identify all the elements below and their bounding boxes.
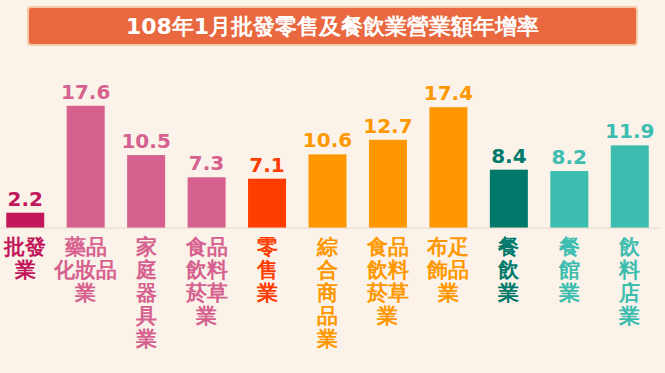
data-label: 8.2: [552, 145, 587, 169]
title: 108年1月批發零售及餐飲業營業額年增率: [126, 14, 539, 39]
category-label: 零售業: [256, 235, 278, 305]
bar: [490, 170, 528, 228]
data-label: 2.2: [8, 187, 43, 211]
data-label: 17.4: [424, 81, 473, 105]
category-label: 飲料店業: [618, 235, 641, 328]
category-label: 批發業: [3, 235, 46, 282]
chart: 108年1月批發零售及餐飲業營業額年增率 2.2 批發業 17.6 藥品化妝品業 10.5…: [0, 0, 665, 373]
category-label: 綜合商品業: [316, 235, 338, 351]
bar: [248, 179, 286, 228]
labels: 2.2 批發業 17.6 藥品化妝品業 10.5 家庭器具業 7.3 食品飲料菸草業 7.1 零售…: [3, 80, 654, 351]
bar: [67, 106, 105, 228]
bar: [6, 213, 44, 228]
data-label: 7.1: [249, 153, 284, 177]
data-label: 10.6: [303, 128, 352, 152]
bar: [550, 171, 588, 228]
data-label: 12.7: [363, 114, 412, 138]
title-banner: [28, 7, 637, 45]
bar: [611, 145, 649, 228]
bar: [127, 155, 165, 228]
category-label: 藥品化妝品業: [53, 235, 117, 305]
category-label: 布疋飾品業: [426, 235, 469, 305]
category-label: 家庭器具業: [135, 235, 157, 351]
background: [0, 0, 665, 373]
data-label: 8.4: [491, 144, 526, 168]
baseline: [0, 228, 660, 229]
category-label: 食品飲料菸草業: [185, 235, 228, 328]
data-label: 11.9: [605, 119, 654, 143]
category-label: 餐飲業: [497, 235, 520, 305]
data-label: 7.3: [189, 151, 224, 175]
bar: [309, 154, 347, 228]
bars: [6, 106, 649, 228]
category-label: 餐館業: [558, 235, 580, 305]
category-label: 食品飲料菸草業: [366, 235, 409, 328]
bar: [188, 177, 226, 228]
data-label: 17.6: [61, 80, 110, 104]
data-label: 10.5: [121, 129, 170, 153]
bar: [429, 107, 467, 228]
value-axis: [0, 103, 1, 228]
bar: [369, 140, 407, 228]
